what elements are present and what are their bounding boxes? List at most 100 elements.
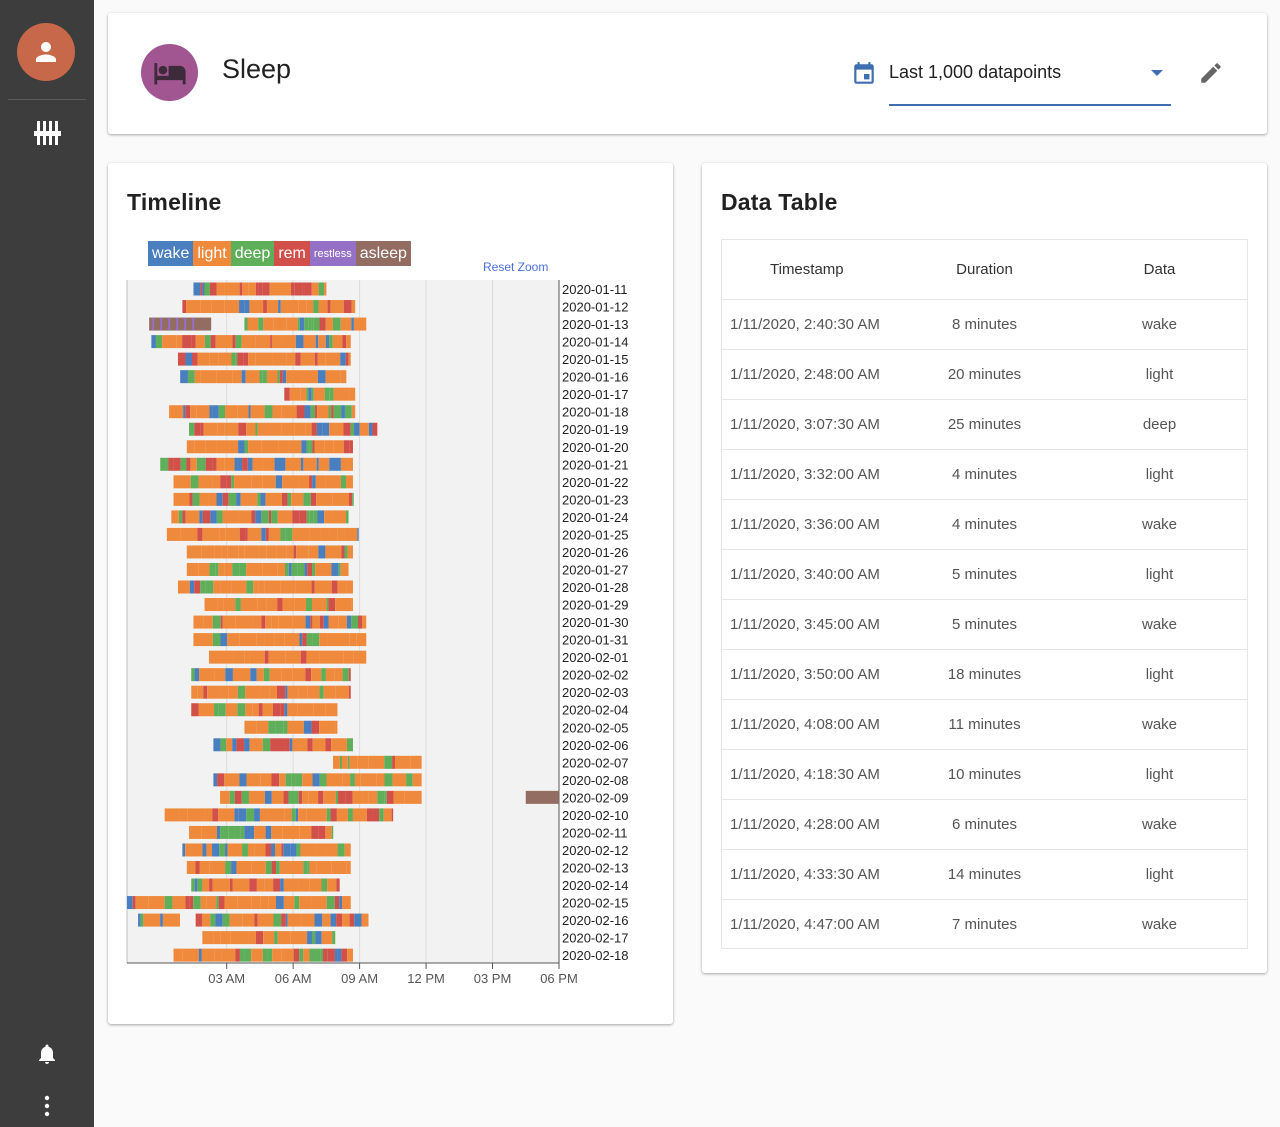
sleep-segment-light[interactable] (281, 668, 293, 682)
sleep-segment-rem[interactable] (209, 878, 213, 892)
sleep-segment-light[interactable] (173, 948, 183, 962)
sleep-segment-light[interactable] (256, 633, 265, 647)
sleep-segment-deep[interactable] (313, 317, 320, 331)
table-row[interactable]: 1/11/2020, 2:48:00 AM 20 minutes light (722, 350, 1247, 400)
sleep-segment-light[interactable] (306, 808, 322, 822)
sleep-segment-light[interactable] (342, 773, 351, 787)
sleep-segment-deep[interactable] (345, 510, 349, 524)
sleep-segment-deep[interactable] (284, 562, 289, 576)
sleep-segment-wake[interactable] (225, 668, 233, 682)
sleep-segment-light[interactable] (259, 808, 269, 822)
sleep-segment-light[interactable] (242, 282, 249, 296)
sleep-segment-rem[interactable] (212, 457, 217, 471)
sleep-segment-wake[interactable] (339, 896, 343, 910)
sleep-segment-rem[interactable] (239, 527, 246, 541)
sleep-segment-deep[interactable] (319, 773, 327, 787)
sleep-segment-rem[interactable] (327, 300, 331, 314)
sleep-segment-light[interactable] (225, 405, 238, 419)
sleep-segment-wake[interactable] (202, 282, 205, 296)
sleep-segment-light[interactable] (219, 527, 226, 541)
sleep-segment-light[interactable] (410, 755, 422, 769)
sleep-segment-deep[interactable] (304, 317, 309, 331)
sleep-segment-light[interactable] (236, 860, 252, 874)
sleep-segment-deep[interactable] (288, 790, 296, 804)
sleep-segment-light[interactable] (383, 808, 392, 822)
sleep-segment-deep[interactable] (316, 948, 321, 962)
sleep-segment-rem[interactable] (232, 335, 236, 349)
sleep-segment-light[interactable] (298, 808, 307, 822)
sleep-segment-light[interactable] (334, 668, 343, 682)
sleep-segment-light[interactable] (262, 703, 273, 717)
sleep-segment-deep[interactable] (306, 387, 309, 401)
sleep-segment-rem[interactable] (345, 790, 353, 804)
sleep-segment-light[interactable] (176, 335, 183, 349)
sleep-segment-light[interactable] (303, 335, 316, 349)
sleep-segment-wake[interactable] (237, 457, 243, 471)
sleep-segment-wake[interactable] (337, 948, 342, 962)
sleep-segment-light[interactable] (343, 650, 354, 664)
sleep-segment-light[interactable] (186, 545, 202, 559)
sleep-segment-rem[interactable] (280, 703, 285, 717)
timeline-chart[interactable]: 2020-01-11 2020-01-12 2020-01-13 2020-01-14… (108, 163, 673, 1024)
sleep-segment-rem[interactable] (331, 405, 334, 419)
more-menu-button[interactable] (27, 1086, 67, 1126)
sleep-segment-light[interactable] (318, 335, 326, 349)
sleep-segment-light[interactable] (255, 352, 273, 366)
sleep-segment-deep[interactable] (384, 773, 393, 787)
sleep-segment-light[interactable] (251, 475, 263, 489)
sleep-segment-light[interactable] (173, 492, 190, 506)
user-avatar-button[interactable] (17, 23, 75, 81)
sleep-segment-deep[interactable] (259, 370, 263, 384)
sleep-segment-rem[interactable] (349, 913, 355, 927)
sleep-segment-rem[interactable] (307, 738, 313, 752)
sleep-segment-light[interactable] (248, 282, 256, 296)
sleep-segment-deep[interactable] (225, 860, 232, 874)
sleep-segment-light[interactable] (347, 948, 353, 962)
sleep-segment-light[interactable] (199, 668, 215, 682)
sleep-segment-light[interactable] (404, 790, 420, 804)
sleep-segment-light[interactable] (205, 440, 217, 454)
sleep-segment-deep[interactable] (309, 510, 314, 524)
sleep-segment-light[interactable] (240, 492, 258, 506)
sleep-segment-light[interactable] (260, 685, 270, 699)
sleep-segment-light[interactable] (252, 615, 262, 629)
sleep-segment-light[interactable] (306, 300, 314, 314)
sleep-segment-deep[interactable] (300, 562, 305, 576)
sleep-segment-light[interactable] (361, 913, 369, 927)
sleep-segment-light[interactable] (326, 773, 343, 787)
sleep-segment-rem[interactable] (187, 335, 192, 349)
sleep-segment-deep[interactable] (216, 510, 223, 524)
sleep-segment-light[interactable] (316, 492, 333, 506)
sleep-segment-light[interactable] (317, 352, 326, 366)
sleep-segment-deep[interactable] (384, 790, 387, 804)
sleep-segment-rem[interactable] (235, 948, 240, 962)
sleep-segment-light[interactable] (208, 492, 217, 506)
sleep-segment-wake[interactable] (304, 405, 311, 419)
sleep-segment-light[interactable] (202, 527, 220, 541)
sleep-segment-wake[interactable] (194, 878, 198, 892)
sleep-segment-light[interactable] (340, 457, 349, 471)
sleep-segment-rem[interactable] (372, 422, 378, 436)
sleep-segment-light[interactable] (298, 300, 307, 314)
sleep-segment-rem[interactable] (331, 580, 338, 594)
sleep-segment-light[interactable] (294, 422, 306, 436)
sleep-segment-wake[interactable] (333, 457, 341, 471)
legend-item-light[interactable]: light (193, 241, 231, 266)
sleep-segment-light[interactable] (198, 703, 215, 717)
sleep-segment-light[interactable] (329, 422, 344, 436)
sleep-segment-light[interactable] (238, 545, 245, 559)
sleep-segment-rem[interactable] (299, 510, 307, 524)
sleep-segment-light[interactable] (237, 405, 249, 419)
sleep-segment-light[interactable] (241, 335, 256, 349)
sleep-segment-light[interactable] (412, 773, 422, 787)
sleep-segment-deep[interactable] (231, 352, 236, 366)
sleep-segment-deep[interactable] (283, 720, 288, 734)
sleep-segment-light[interactable] (309, 860, 317, 874)
sleep-segment-light[interactable] (333, 755, 340, 769)
sleep-segment-rem[interactable] (311, 422, 317, 436)
sleep-segment-light[interactable] (313, 387, 325, 401)
sleep-segment-wake[interactable] (312, 475, 316, 489)
sleep-segment-rem[interactable] (258, 703, 263, 717)
sleep-segment-rem[interactable] (330, 808, 337, 822)
sleep-segment-light[interactable] (260, 896, 269, 910)
